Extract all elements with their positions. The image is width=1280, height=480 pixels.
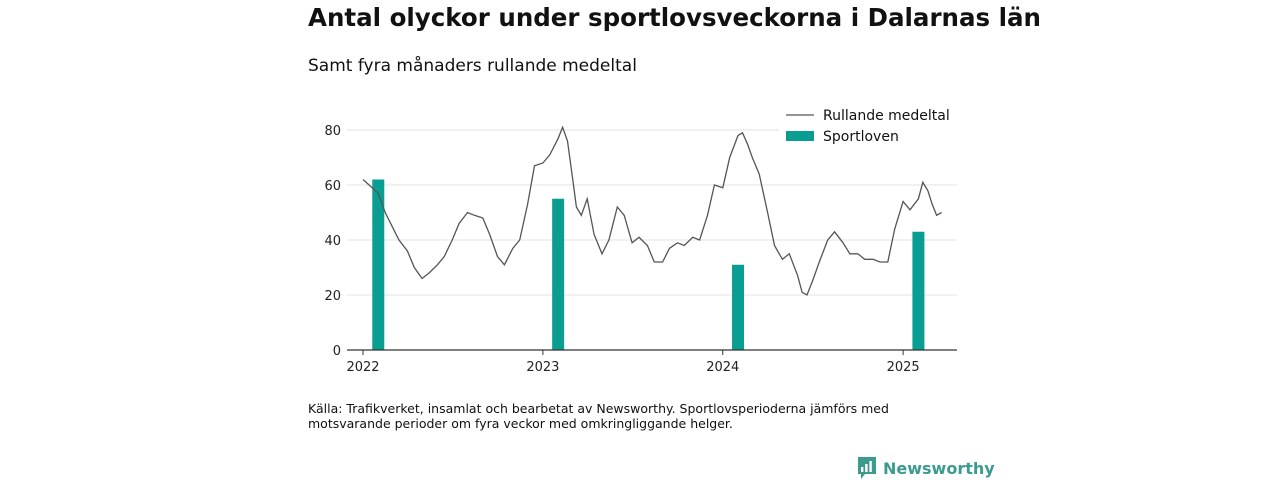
y-tick-label: 0 xyxy=(333,344,341,359)
x-tick-label: 2024 xyxy=(706,360,739,375)
chart-title: Antal olyckor under sportlovsveckorna i … xyxy=(308,3,1041,32)
legend-label-line: Rullande medeltal xyxy=(823,108,950,124)
bar-series xyxy=(372,179,925,350)
bar-sportloven xyxy=(372,179,385,350)
y-tick-label: 60 xyxy=(324,179,341,194)
chart-subtitle: Samt fyra månaders rullande medeltal xyxy=(308,56,637,76)
newsworthy-logo-text: Newsworthy xyxy=(883,458,995,478)
bar-sportloven xyxy=(732,264,745,350)
y-tick-label: 40 xyxy=(324,234,341,249)
legend: Rullande medeltal Sportloven xyxy=(779,102,961,146)
bar-sportloven xyxy=(912,231,925,350)
x-tick-label: 2022 xyxy=(346,360,379,375)
gridlines xyxy=(347,129,957,296)
legend-label-bar: Sportloven xyxy=(823,129,899,145)
chart: 0 20 40 60 80 2022 2023 2024 2025 Rullande mede… xyxy=(324,102,961,375)
x-tick-label: 2023 xyxy=(526,360,559,375)
y-tick-label: 80 xyxy=(324,124,341,139)
y-tick-label: 20 xyxy=(324,289,341,304)
newsworthy-logo-icon xyxy=(858,457,876,479)
x-tick-label: 2025 xyxy=(887,360,920,375)
bar-sportloven xyxy=(552,198,565,350)
legend-swatch-bar xyxy=(786,131,814,141)
line-series-rullande-medeltal xyxy=(362,125,942,296)
y-axis: 0 20 40 60 80 xyxy=(324,124,341,359)
newsworthy-logo[interactable]: Newsworthy xyxy=(857,456,995,480)
x-axis: 2022 2023 2024 2025 xyxy=(346,350,920,375)
source-footnote: Källa: Trafikverket, insamlat och bearbe… xyxy=(308,401,889,431)
